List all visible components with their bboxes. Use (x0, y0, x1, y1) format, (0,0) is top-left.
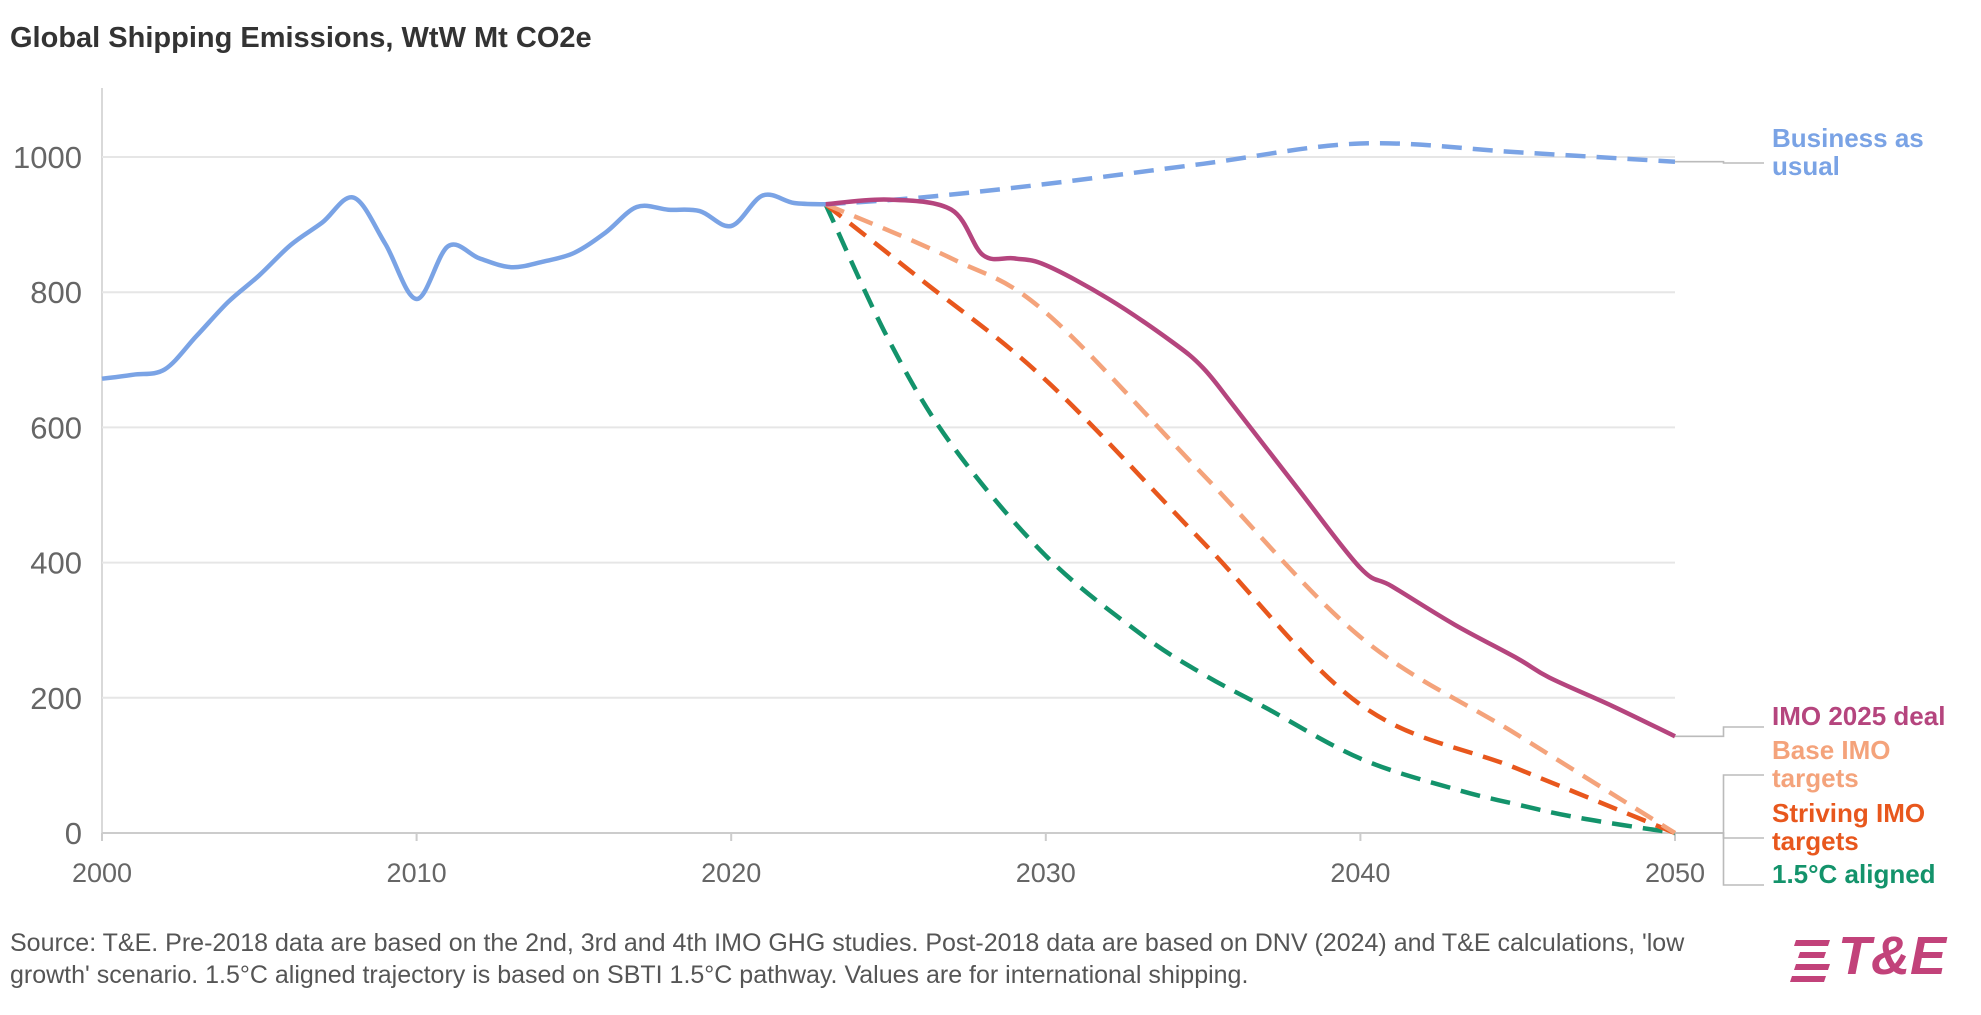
series-lines (101, 140, 1677, 836)
x-tick-label: 2030 (1016, 858, 1076, 888)
series-label: Striving IMO targets (1772, 798, 1925, 856)
series-label-line: usual (1772, 151, 1840, 181)
logo-stripes-icon (1790, 940, 1830, 982)
x-tick-label: 2040 (1330, 858, 1390, 888)
y-tick-label: 200 (30, 681, 82, 716)
y-tick-label: 600 (30, 410, 82, 445)
series-label-line: 1.5°C aligned (1772, 859, 1936, 889)
series-line-1-5-c-aligned (823, 203, 1676, 836)
gridlines (101, 88, 1675, 834)
series-label-line: targets (1772, 826, 1859, 856)
chart-title: Global Shipping Emissions, WtW Mt CO2e (10, 22, 592, 54)
series-label: 1.5°C aligned (1772, 859, 1936, 889)
source-note: Source: T&E. Pre-2018 data are based on … (10, 929, 1685, 989)
series-label-line: Business as (1772, 123, 1924, 153)
series-label: Base IMO targets (1772, 735, 1891, 793)
series-line-historical (101, 192, 826, 381)
series-line-imo-2025-deal (825, 197, 1676, 739)
y-axis-ticks: 0 200 400 600 800 1000 (13, 140, 82, 851)
logo-text: T&E (1838, 926, 1946, 986)
series-label: IMO 2025 deal (1772, 701, 1945, 731)
y-tick-label: 0 (65, 816, 82, 851)
label-connector (1675, 832, 1764, 886)
x-axis-ticks: 2000 2010 2020 2030 2040 2050 (72, 833, 1705, 888)
series-label-line: Striving IMO (1772, 798, 1925, 828)
label-connector (1675, 774, 1764, 834)
y-tick-label: 400 (30, 546, 82, 581)
series-label-line: Base IMO (1772, 735, 1891, 765)
series-label: Business as usual (1772, 123, 1924, 181)
te-logo: T&E (1790, 926, 1975, 988)
series-line-striving-imo-targets (824, 202, 1676, 836)
label-connector (1675, 160, 1764, 164)
y-tick-label: 1000 (13, 140, 82, 175)
series-label-line: IMO 2025 deal (1772, 701, 1945, 731)
x-tick-label: 2010 (387, 858, 447, 888)
label-connector (1675, 726, 1764, 738)
y-tick-label: 800 (30, 275, 82, 310)
series-line-business-as-usual (825, 140, 1676, 207)
x-tick-label: 2000 (72, 858, 132, 888)
x-tick-label: 2020 (701, 858, 761, 888)
x-tick-label: 2050 (1645, 858, 1705, 888)
label-connectors (1675, 160, 1764, 886)
series-line-base-imo-targets (824, 202, 1677, 835)
series-label-line: targets (1772, 763, 1859, 793)
